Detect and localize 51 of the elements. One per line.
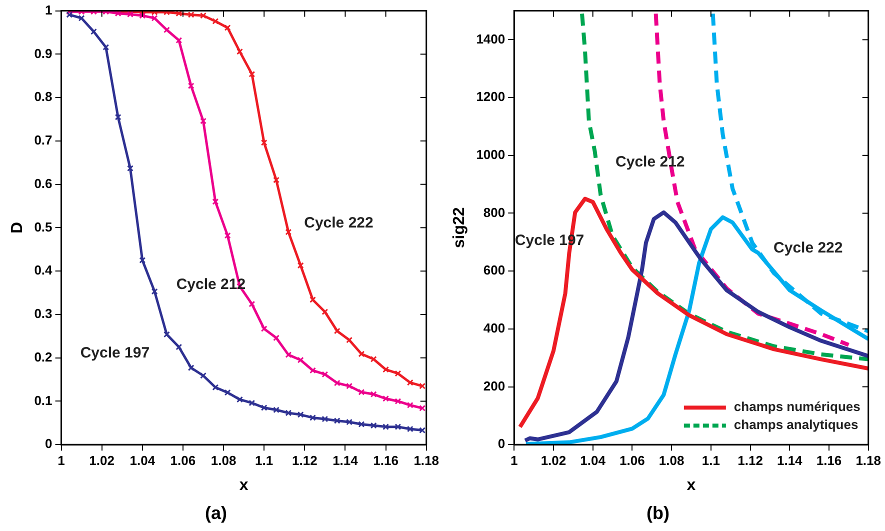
text: (a) — [205, 503, 228, 524]
x-tick-label: 1.02 — [89, 452, 114, 468]
x-tick-label: 1.04 — [580, 452, 606, 468]
annotation: Cycle 222 — [304, 214, 374, 232]
y-tick-label: 0.1 — [34, 392, 52, 408]
y-tick-label: 200 — [483, 378, 506, 394]
y-tick-label: 400 — [483, 320, 506, 336]
y-tick-label: 1000 — [476, 146, 506, 162]
x-tick-label: 1.16 — [373, 452, 398, 468]
y-tick-label: 0.5 — [34, 219, 52, 234]
y-tick-label: 0 — [45, 436, 52, 452]
y-axis-title: sig22 — [451, 207, 468, 248]
y-tick-label: 0.6 — [34, 176, 52, 191]
y-tick-label: 1400 — [476, 31, 506, 46]
x-tick-label: 1.08 — [658, 452, 684, 468]
x-tick-label: 1.16 — [816, 452, 842, 468]
x-tick-label: 1.1 — [702, 452, 720, 468]
x-tick-label: 1.02 — [540, 452, 566, 468]
y-tick-label: 1 — [45, 2, 52, 18]
annotation: Cycle 222 — [774, 240, 843, 257]
x-tick-label: 1.08 — [210, 452, 236, 468]
x-tick-label: 1 — [510, 452, 518, 468]
annotation: Cycle 212 — [616, 153, 685, 170]
y-tick-label: 0.9 — [34, 46, 52, 61]
y-tick-label: 1200 — [476, 89, 506, 104]
y-tick-label: 0.3 — [34, 306, 52, 322]
y-tick-label: 0.8 — [34, 89, 52, 104]
x-tick-label: 1 — [58, 452, 65, 468]
x-tick-label: 1.1 — [255, 452, 274, 468]
x-tick-label: 1.18 — [414, 452, 440, 468]
y-tick-label: 0.4 — [34, 262, 54, 278]
y-tick-label: 800 — [483, 204, 506, 220]
x-tick-label: 1.04 — [130, 452, 156, 468]
legend-label: champs numériques — [734, 399, 860, 414]
x-axis-title: x — [239, 477, 248, 494]
y-tick-label: 600 — [483, 262, 506, 278]
y-tick-label: 0.7 — [34, 132, 52, 148]
y-tick-label: 0 — [498, 436, 506, 452]
legend-label: champs analytiques — [734, 417, 858, 432]
x-tick-label: 1.14 — [332, 452, 359, 468]
annotation: Cycle 197 — [80, 344, 150, 362]
x-tick-label: 1.12 — [738, 452, 763, 468]
y-axis-title: D — [9, 222, 26, 234]
x-tick-label: 1.18 — [856, 452, 882, 468]
x-tick-label: 1.14 — [776, 452, 804, 468]
x-tick-label: 1.06 — [170, 452, 196, 468]
x-tick-label: 1.12 — [292, 452, 318, 468]
y-tick-label: 0.2 — [34, 349, 52, 364]
x-axis-title: x — [686, 477, 696, 494]
x-tick-label: 1.06 — [620, 452, 645, 468]
text: (b) — [646, 503, 670, 524]
